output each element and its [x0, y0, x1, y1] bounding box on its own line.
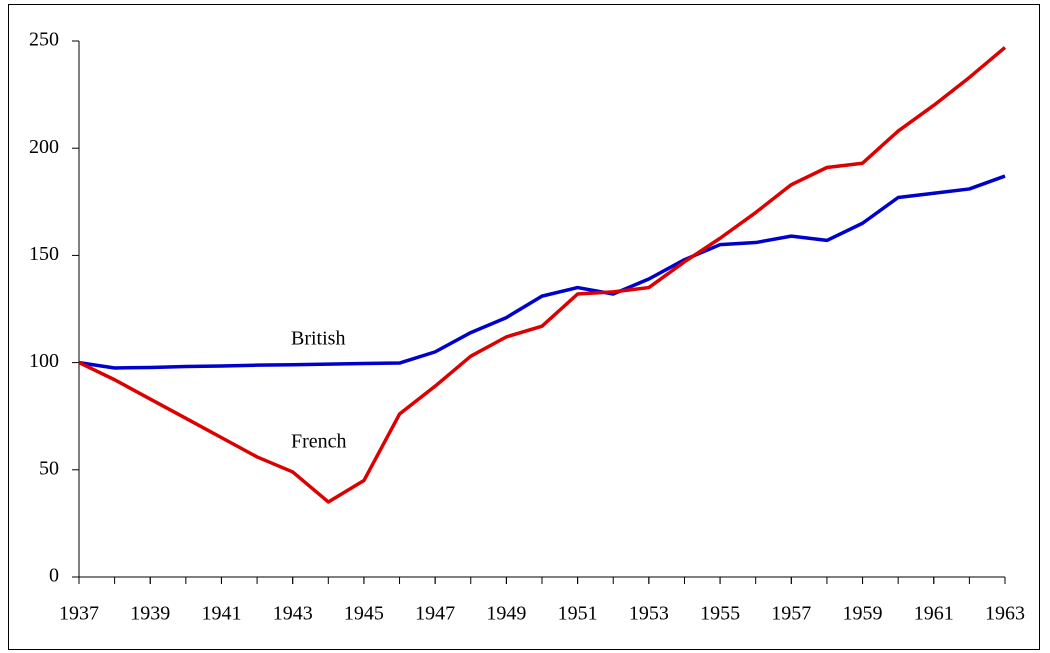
x-tick-label: 1945 — [344, 603, 384, 625]
y-tick-label: 0 — [49, 565, 59, 587]
x-tick-label: 1959 — [843, 603, 883, 625]
x-tick-label: 1957 — [771, 603, 811, 625]
x-tick-label: 1951 — [558, 603, 598, 625]
y-tick-label: 150 — [29, 243, 59, 265]
x-tick-label: 1949 — [486, 603, 526, 625]
x-tick-label: 1955 — [700, 603, 740, 625]
x-tick-label: 1953 — [629, 603, 669, 625]
x-tick-label: 1941 — [201, 603, 241, 625]
series-label: French — [291, 431, 347, 453]
x-tick-label: 1937 — [59, 603, 99, 625]
y-tick-label: 50 — [39, 457, 59, 479]
series-line — [78, 174, 1006, 370]
x-tick-label: 1939 — [130, 603, 170, 625]
series-label: British — [291, 328, 345, 350]
x-tick-label: 1963 — [985, 603, 1025, 625]
y-tick-label: 250 — [29, 29, 59, 51]
y-tick-label: 200 — [29, 136, 59, 158]
y-tick-label: 100 — [29, 350, 59, 372]
x-tick-label: 1961 — [914, 603, 954, 625]
frame — [8, 4, 1040, 650]
x-tick-label: 1943 — [273, 603, 313, 625]
series-line — [78, 46, 1007, 504]
x-tick-label: 1947 — [415, 603, 455, 625]
